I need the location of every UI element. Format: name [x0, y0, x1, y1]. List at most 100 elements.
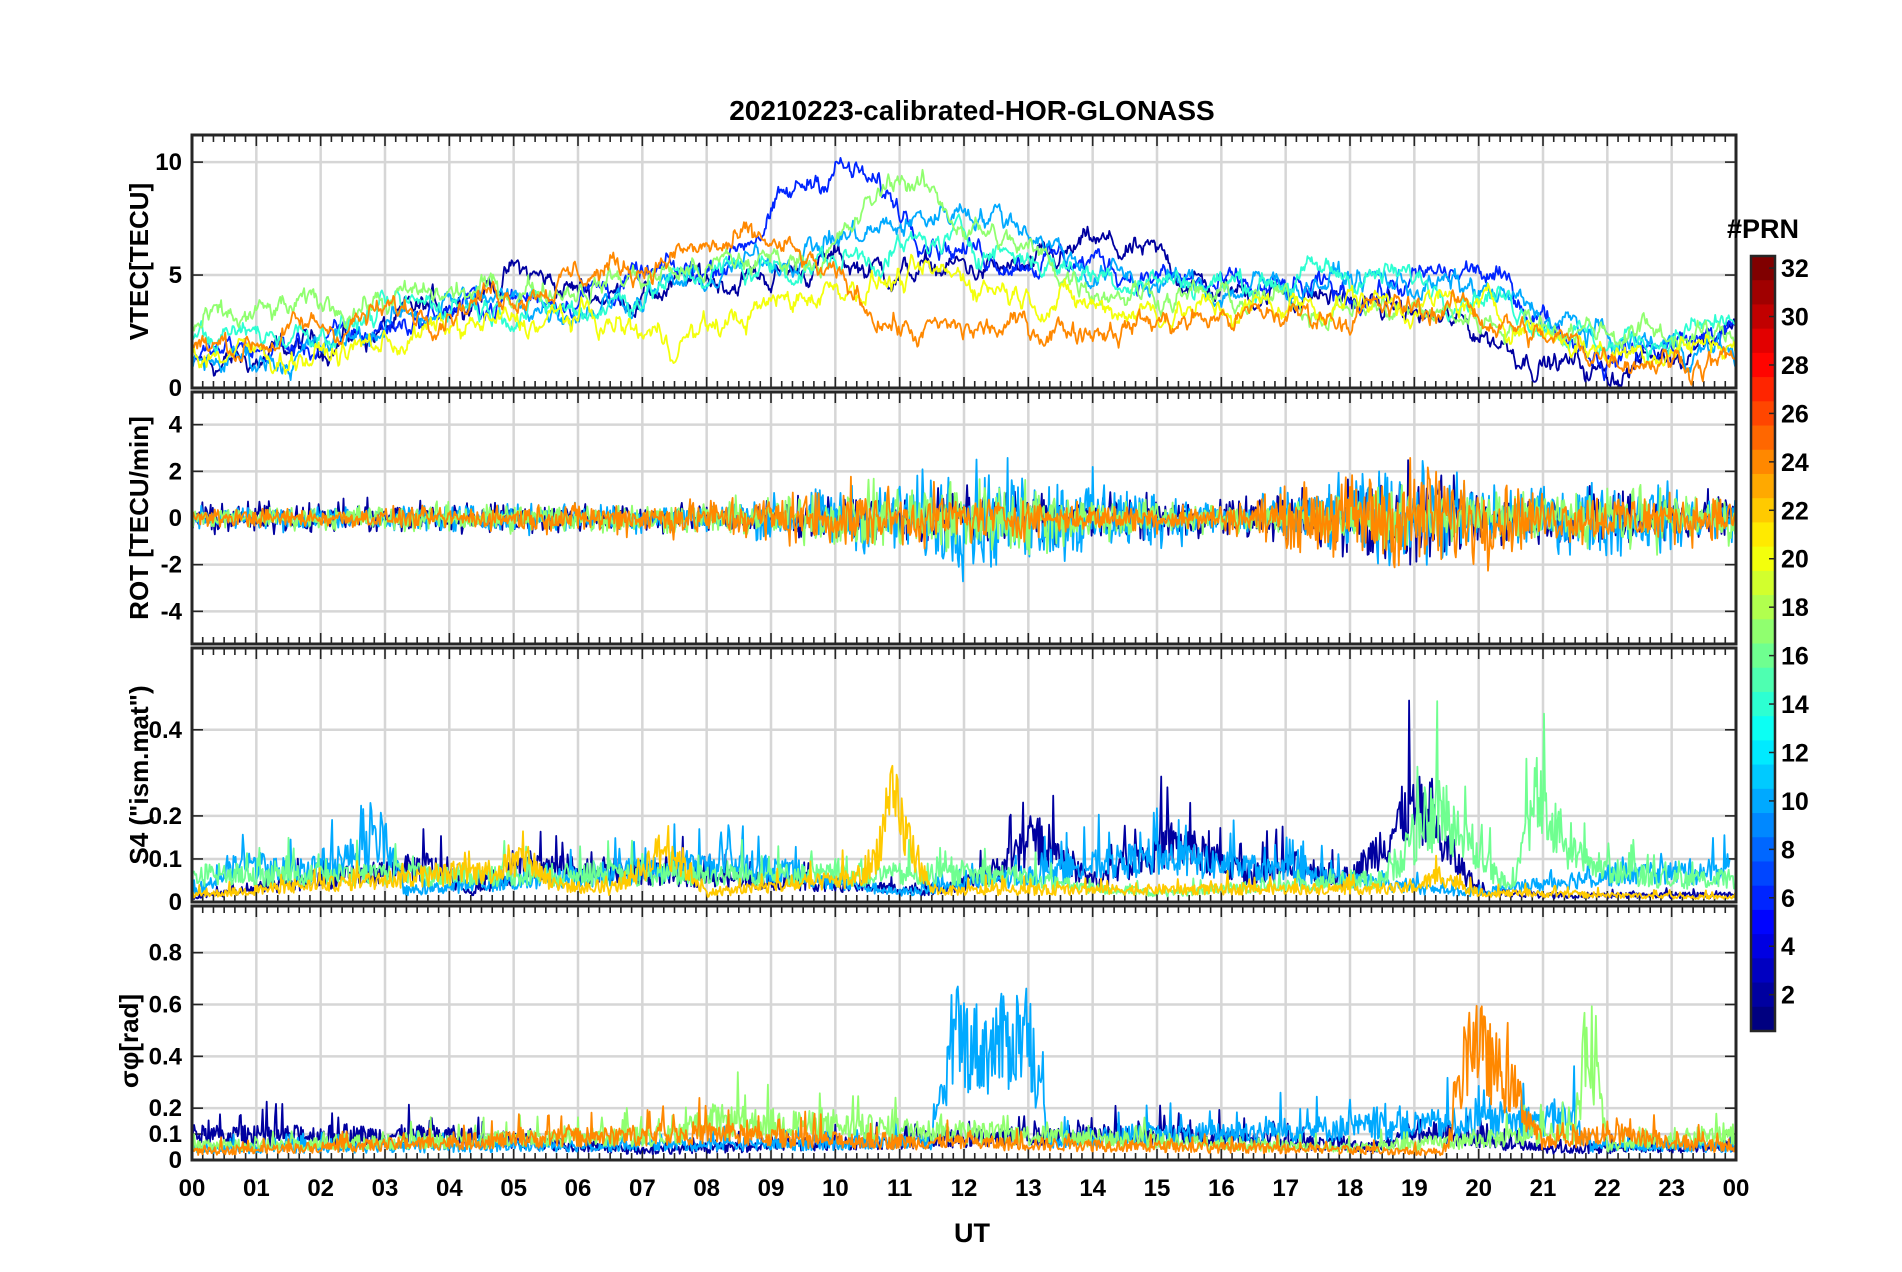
chart-title: 20210223-calibrated-HOR-GLONASS — [729, 95, 1215, 126]
colorbar-segment — [1751, 619, 1775, 645]
y-tick-label: 0.8 — [149, 940, 182, 967]
colorbar-tick-label: 20 — [1781, 546, 1809, 574]
y-tick-label: 0.4 — [149, 717, 183, 744]
x-tick-label: 18 — [1337, 1175, 1364, 1202]
y-tick-label: 4 — [169, 412, 183, 439]
colorbar-tick-label: 26 — [1781, 400, 1809, 428]
colorbar-segment — [1751, 570, 1775, 596]
colorbar-segment — [1751, 716, 1775, 741]
colorbar-tick-label: 10 — [1781, 788, 1809, 816]
x-tick-label: 20 — [1465, 1175, 1492, 1202]
y-tick-label: 0 — [169, 889, 182, 916]
colorbar-tick-label: 30 — [1781, 304, 1809, 332]
panel-frame — [190, 646, 1738, 904]
y-tick-label: -2 — [161, 552, 182, 579]
panel-sigma: 00.10.2 0.4 0.6 0.8σφ[rad] — [114, 904, 1738, 1174]
colorbar-tick-label: 14 — [1781, 691, 1809, 719]
y-tick-label: 0.2 — [149, 1095, 182, 1122]
x-tick-label: 15 — [1144, 1175, 1171, 1202]
y-axis-label: σφ[rad] — [114, 994, 144, 1088]
colorbar-segment — [1751, 667, 1775, 693]
x-tick-label: 06 — [565, 1175, 592, 1202]
x-tick-label: 23 — [1658, 1175, 1685, 1202]
colorbar-frame — [1749, 254, 1777, 1033]
panel-series — [192, 699, 1736, 900]
y-tick-label: 0 — [169, 1147, 182, 1174]
x-tick-label: 16 — [1208, 1175, 1235, 1202]
x-tick-label: 22 — [1594, 1175, 1621, 1202]
series-line-prn-20 — [192, 253, 1736, 375]
panel-frame — [190, 904, 1738, 1162]
panel-series — [192, 985, 1736, 1157]
colorbar-tick-label: 24 — [1781, 449, 1809, 477]
x-tick-label: 07 — [629, 1175, 656, 1202]
y-tick-label: 2 — [169, 458, 182, 485]
x-tick-label: 00 — [179, 1175, 206, 1202]
series-line-prn-24 — [192, 221, 1736, 386]
y-tick-label: 0.1 — [149, 846, 182, 873]
colorbar-segment — [1751, 522, 1775, 548]
x-tick-label: 17 — [1272, 1175, 1299, 1202]
panel-frame — [190, 390, 1738, 646]
y-axis-label: S4 ("ism.mat") — [124, 685, 154, 864]
colorbar-tick-label: 4 — [1781, 933, 1795, 961]
x-tick-label: 14 — [1079, 1175, 1106, 1202]
x-tick-label: 01 — [243, 1175, 270, 1202]
x-tick-label: 09 — [758, 1175, 785, 1202]
series-line-prn-14 — [192, 213, 1736, 362]
x-tick-label: 05 — [500, 1175, 527, 1202]
x-tick-label: 00 — [1723, 1175, 1750, 1202]
y-tick-label: 0.4 — [149, 1043, 183, 1070]
colorbar-segment — [1751, 764, 1775, 790]
y-tick-label: 5 — [169, 262, 182, 289]
x-tick-label: 12 — [951, 1175, 978, 1202]
panel-s4: 0 0.1 0.2 0.4S4 ("ism.mat") — [124, 646, 1738, 916]
x-tick-label: 10 — [822, 1175, 849, 1202]
colorbar-segment — [1751, 425, 1775, 451]
colorbar-segment — [1751, 377, 1775, 402]
colorbar-segment — [1751, 280, 1775, 306]
colorbar-tick-label: 28 — [1781, 352, 1809, 380]
series-line-prn-17 — [192, 168, 1736, 353]
panel-rot: -4 -2 0 2 4 ROT [TECU/min] — [124, 390, 1738, 646]
y-tick-label: 10 — [155, 149, 182, 176]
x-tick-label: 19 — [1401, 1175, 1428, 1202]
series-line-prn-16 — [192, 700, 1736, 898]
x-tick-label: 13 — [1015, 1175, 1042, 1202]
x-tick-label: 03 — [372, 1175, 399, 1202]
series-line-prn-2 — [192, 225, 1736, 388]
colorbar-tick-label: 32 — [1781, 255, 1809, 283]
y-tick-label: 0.2 — [149, 803, 182, 830]
y-tick-label: 0.6 — [149, 991, 182, 1018]
series-line-prn-24 — [192, 457, 1736, 572]
colorbar-title: #PRN — [1727, 214, 1799, 244]
colorbar-tick-label: 8 — [1781, 836, 1795, 864]
colorbar-segment — [1751, 861, 1775, 887]
series-line-prn-24 — [192, 1004, 1736, 1157]
x-tick-label: 04 — [436, 1175, 463, 1202]
panel-series — [192, 457, 1736, 583]
colorbar-tick-label: 18 — [1781, 594, 1809, 622]
colorbar-segment — [1751, 813, 1775, 838]
colorbar-segment — [1751, 328, 1775, 354]
x-axis-label: UT — [954, 1218, 990, 1248]
y-tick-label: 0 — [169, 505, 182, 532]
colorbar-tick-label: 16 — [1781, 643, 1809, 671]
series-line-prn-22 — [192, 764, 1736, 900]
panel-frame — [190, 133, 1738, 390]
x-tick-label: 21 — [1530, 1175, 1557, 1202]
panel-series — [192, 157, 1736, 388]
colorbar-segment — [1751, 909, 1775, 935]
colorbar-tick-label: 22 — [1781, 497, 1809, 525]
colorbar-segment — [1751, 958, 1775, 984]
y-tick-label: 0.1 — [149, 1121, 182, 1148]
colorbar-tick-label: 12 — [1781, 739, 1809, 767]
y-tick-label: -4 — [161, 598, 183, 625]
series-line-prn-6 — [192, 157, 1736, 382]
colorbar-tick-label: 6 — [1781, 885, 1795, 913]
colorbar-segment — [1751, 473, 1775, 499]
